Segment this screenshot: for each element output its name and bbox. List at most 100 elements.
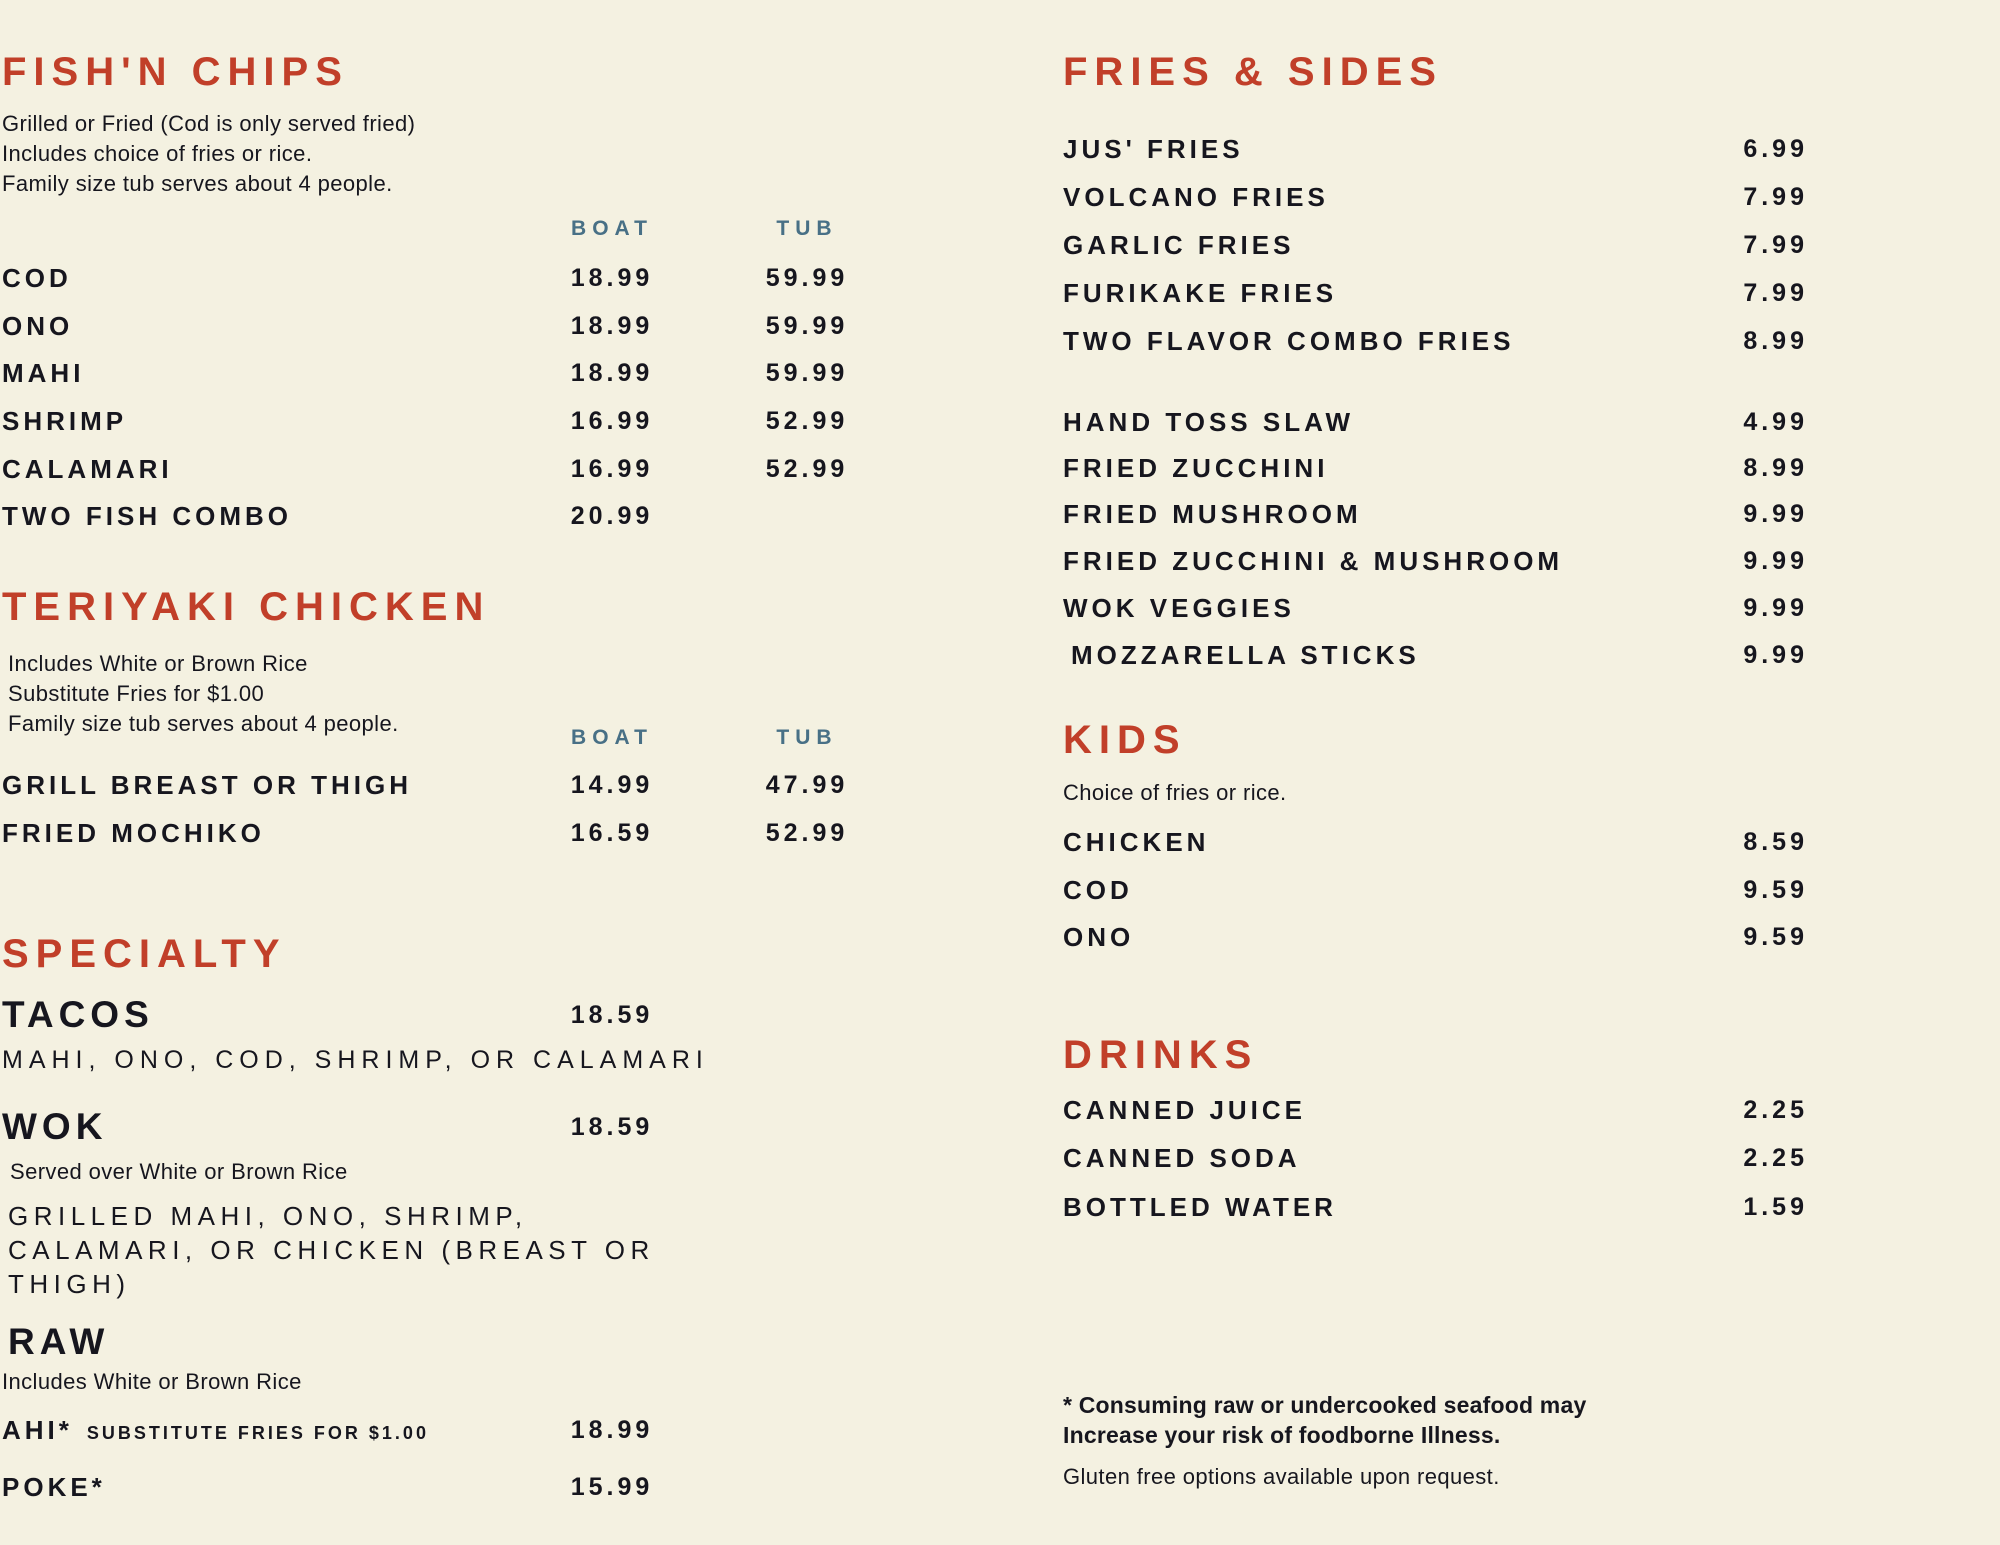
- wok-options: GRILLED MAHI, ONO, SHRIMP, CALAMARI, OR …: [8, 1201, 655, 1299]
- item-name: WOK: [2, 1106, 108, 1147]
- item-name: JUS' FRIES: [1063, 134, 1244, 164]
- menu-item-calamari: CALAMARI 16.99 52.99: [2, 454, 912, 484]
- item-tub-price: 52.99: [765, 407, 849, 435]
- item-name: MOZZARELLA STICKS: [1071, 640, 1420, 670]
- item-price: 9.59: [1743, 922, 1808, 951]
- item-price: 8.99: [1743, 326, 1808, 355]
- item-tub-price: 52.99: [765, 455, 849, 483]
- item-name: MAHI: [2, 358, 85, 388]
- section-title-drinks: DRINKS: [1063, 1033, 1259, 1077]
- description-line: Family size tub serves about 4 people.: [2, 171, 393, 196]
- menu-item-canned-soda: CANNED SODA 2.25: [1063, 1143, 1808, 1173]
- item-price: 15.99: [570, 1473, 654, 1501]
- item-tub-price: 52.99: [765, 819, 849, 847]
- menu-item-kids-chicken: CHICKEN 8.59: [1063, 827, 1808, 857]
- item-name: FRIED ZUCCHINI & MUSHROOM: [1063, 546, 1564, 576]
- section-title-teriyaki-chicken: TERIYAKI CHICKEN: [2, 585, 491, 629]
- item-name: CHICKEN: [1063, 827, 1210, 857]
- menu-item-furikake-fries: FURIKAKE FRIES 7.99: [1063, 278, 1808, 308]
- item-name: TWO FLAVOR COMBO FRIES: [1063, 326, 1515, 356]
- item-name: POKE*: [2, 1472, 106, 1502]
- item-price: 7.99: [1743, 230, 1808, 259]
- item-price: 6.99: [1743, 134, 1808, 163]
- menu-item-ono: ONO 18.99 59.99: [2, 311, 912, 341]
- item-price: 8.59: [1743, 827, 1808, 856]
- item-price: 9.99: [1743, 640, 1808, 669]
- item-price: 9.59: [1743, 875, 1808, 904]
- menu-item-fried-mochiko: FRIED MOCHIKO 16.59 52.99: [2, 818, 912, 848]
- menu-item-two-fish-combo: TWO FISH COMBO 20.99: [2, 501, 912, 531]
- item-boat-price: 18.99: [570, 312, 654, 340]
- item-name: GRILL BREAST OR THIGH: [2, 770, 412, 800]
- item-name: CANNED JUICE: [1063, 1095, 1307, 1125]
- section-title-specialty: SPECIALTY: [2, 932, 287, 976]
- item-price: 4.99: [1743, 407, 1808, 436]
- item-name: TWO FISH COMBO: [2, 501, 292, 531]
- fish-n-chips-description: Grilled or Fried (Cod is only served fri…: [2, 109, 912, 199]
- tacos-options: MAHI, ONO, COD, SHRIMP, OR CALAMARI: [2, 1046, 709, 1074]
- menu-item-bottled-water: BOTTLED WATER 1.59: [1063, 1192, 1808, 1222]
- menu-item-fried-zucchini: FRIED ZUCCHINI 8.99: [1063, 453, 1808, 483]
- item-name: WOK VEGGIES: [1063, 593, 1295, 623]
- menu-item-poke: POKE* 15.99: [2, 1472, 912, 1502]
- item-price: 2.25: [1743, 1095, 1808, 1124]
- item-boat-price: 14.99: [570, 771, 654, 799]
- description-line: Includes White or Brown Rice: [8, 651, 308, 676]
- menu-item-ahi: AHI* SUBSTITUTE FRIES FOR $1.00 18.99: [2, 1415, 912, 1445]
- menu-item-two-flavor-combo-fries: TWO FLAVOR COMBO FRIES 8.99: [1063, 326, 1808, 356]
- menu-item-shrimp: SHRIMP 16.99 52.99: [2, 406, 912, 436]
- menu-item-kids-cod: COD 9.59: [1063, 875, 1808, 905]
- item-tub-price: 59.99: [765, 359, 849, 387]
- item-name: ONO: [2, 311, 74, 341]
- item-price: 18.59: [570, 1001, 654, 1029]
- left-column: FISH'N CHIPS Grilled or Fried (Cod is on…: [2, 0, 912, 1545]
- menu-item-wok: WOK 18.59: [2, 1105, 912, 1149]
- menu-item-jus-fries: JUS' FRIES 6.99: [1063, 134, 1808, 164]
- item-name: HAND TOSS SLAW: [1063, 407, 1354, 437]
- item-price: 18.59: [570, 1113, 654, 1141]
- wok-note: Served over White or Brown Rice: [10, 1159, 348, 1184]
- raw-note: Includes White or Brown Rice: [2, 1369, 302, 1394]
- item-name: FURIKAKE FRIES: [1063, 278, 1338, 308]
- teriyaki-description: Includes White or Brown Rice Substitute …: [2, 649, 912, 739]
- description-line: Substitute Fries for $1.00: [8, 681, 265, 706]
- menu-item-grill-breast-or-thigh: GRILL BREAST OR THIGH 14.99 47.99: [2, 770, 912, 800]
- item-price: 2.25: [1743, 1143, 1808, 1172]
- description-line: Includes choice of fries or rice.: [2, 141, 313, 166]
- item-name: GARLIC FRIES: [1063, 230, 1295, 260]
- item-name: TACOS: [2, 994, 154, 1035]
- item-name: FRIED ZUCCHINI: [1063, 453, 1329, 483]
- menu-item-mahi: MAHI 18.99 59.99: [2, 358, 912, 388]
- menu-item-kids-ono: ONO 9.59: [1063, 922, 1808, 952]
- section-title-fish-n-chips: FISH'N CHIPS: [2, 50, 349, 94]
- menu-item-hand-toss-slaw: HAND TOSS SLAW 4.99: [1063, 407, 1808, 437]
- item-price: 18.99: [570, 1416, 654, 1444]
- description-line: Grilled or Fried (Cod is only served fri…: [2, 111, 416, 136]
- teriyaki-column-headers: BOAT TUB: [2, 725, 912, 751]
- column-header-boat: BOAT: [571, 217, 653, 240]
- menu-item-fried-zucchini-and-mushroom: FRIED ZUCCHINI & MUSHROOM 9.99: [1063, 546, 1808, 576]
- item-name: SHRIMP: [2, 406, 128, 436]
- raw-seafood-disclaimer: * Consuming raw or undercooked seafood m…: [1063, 1392, 1587, 1448]
- menu-item-raw: RAW: [8, 1321, 110, 1362]
- menu-item-mozzarella-sticks: MOZZARELLA STICKS 9.99: [1063, 640, 1808, 670]
- item-boat-price: 18.99: [570, 359, 654, 387]
- item-price: 9.99: [1743, 593, 1808, 622]
- right-column: FRIES & SIDES JUS' FRIES 6.99 VOLCANO FR…: [1063, 0, 1808, 1545]
- menu-item-volcano-fries: VOLCANO FRIES 7.99: [1063, 182, 1808, 212]
- item-boat-price: 16.99: [570, 455, 654, 483]
- item-name: AHI*: [2, 1415, 73, 1445]
- kids-note: Choice of fries or rice.: [1063, 780, 1287, 805]
- item-tub-price: 59.99: [765, 312, 849, 340]
- item-name: COD: [2, 263, 72, 293]
- menu-item-fried-mushroom: FRIED MUSHROOM 9.99: [1063, 499, 1808, 529]
- item-boat-price: 16.99: [570, 407, 654, 435]
- menu-item-garlic-fries: GARLIC FRIES 7.99: [1063, 230, 1808, 260]
- item-price: 1.59: [1743, 1192, 1808, 1221]
- gluten-free-note: Gluten free options available upon reque…: [1063, 1464, 1500, 1489]
- item-note: SUBSTITUTE FRIES FOR $1.00: [86, 1423, 429, 1443]
- item-name: BOTTLED WATER: [1063, 1192, 1337, 1222]
- item-tub-price: 47.99: [765, 771, 849, 799]
- item-price: 7.99: [1743, 182, 1808, 211]
- fish-n-chips-column-headers: BOAT TUB: [2, 216, 912, 242]
